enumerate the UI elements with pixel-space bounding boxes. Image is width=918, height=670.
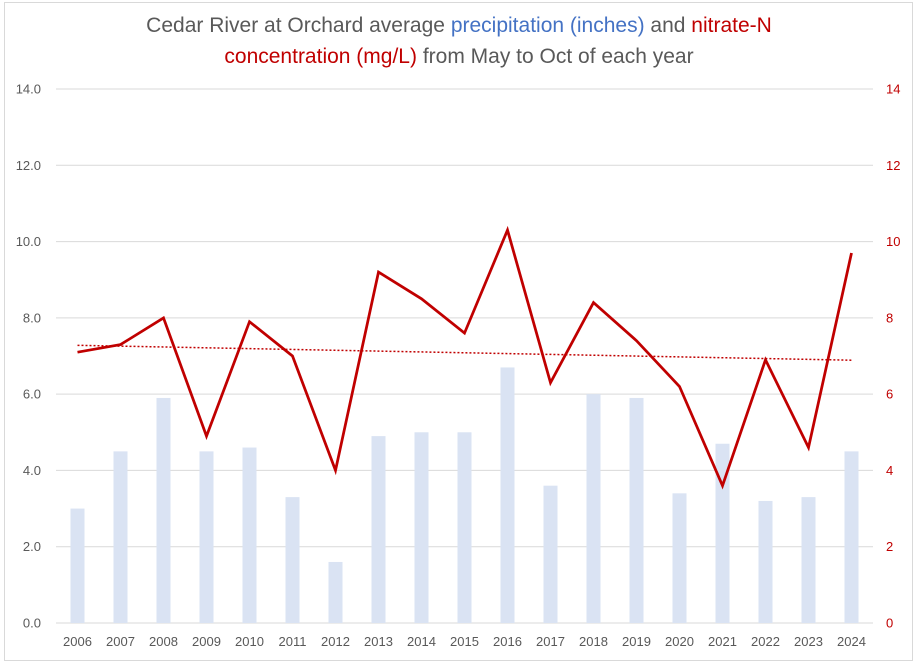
y-left-tick-label: 14.0 bbox=[16, 82, 41, 97]
nitrate-line-layer bbox=[77, 225, 853, 490]
trendline-layer bbox=[77, 344, 852, 361]
x-axis-ticks: 2006 2007 2008 2009 2010 2011 2012 2013 2014 2015… bbox=[63, 634, 866, 649]
y-left-tick-label: 0.0 bbox=[23, 616, 41, 631]
x-tick-label: 2017 bbox=[536, 634, 565, 649]
precipitation-bar bbox=[199, 451, 214, 623]
precipitation-bar bbox=[414, 432, 429, 623]
y-left-tick-label: 8.0 bbox=[23, 310, 41, 325]
nitrate-trendline bbox=[77, 344, 852, 361]
x-tick-label: 2023 bbox=[794, 634, 823, 649]
x-tick-label: 2011 bbox=[279, 634, 307, 649]
y-right-tick-label: 0 bbox=[886, 616, 893, 631]
title-seg-concentration: concentration (mg/L) bbox=[224, 45, 417, 68]
chart-title-line-2: concentration (mg/L) from May to Oct of … bbox=[0, 41, 918, 72]
precipitation-bar bbox=[715, 443, 730, 623]
precipitation-bar bbox=[801, 497, 816, 623]
y-right-tick-label: 4 bbox=[886, 463, 893, 478]
x-tick-label: 2009 bbox=[192, 634, 221, 649]
x-tick-label: 2019 bbox=[622, 634, 651, 649]
title-seg-3: and bbox=[644, 14, 692, 37]
precipitation-bar bbox=[156, 397, 171, 623]
x-tick-label: 2015 bbox=[450, 634, 479, 649]
title-seg-1: Cedar River at Orchard average bbox=[146, 14, 451, 37]
x-tick-label: 2010 bbox=[235, 634, 264, 649]
y-right-tick-label: 14 bbox=[886, 82, 900, 97]
precipitation-bar bbox=[457, 432, 472, 623]
precipitation-bar bbox=[113, 451, 128, 623]
y-right-tick-label: 8 bbox=[886, 310, 893, 325]
x-tick-label: 2021 bbox=[708, 634, 737, 649]
x-tick-label: 2024 bbox=[837, 634, 866, 649]
y-left-tick-label: 10.0 bbox=[16, 234, 41, 249]
precipitation-bar bbox=[242, 447, 257, 623]
precipitation-bar bbox=[629, 397, 644, 623]
y-axis-left-ticks: 0.0 2.0 4.0 6.0 8.0 10.0 12.0 14.0 bbox=[16, 82, 41, 631]
chart-title-line-1: Cedar River at Orchard average precipita… bbox=[0, 10, 918, 41]
title-seg-rest: from May to Oct of each year bbox=[416, 45, 694, 68]
chart-title: Cedar River at Orchard average precipita… bbox=[0, 10, 918, 72]
x-tick-label: 2007 bbox=[106, 634, 135, 649]
x-tick-label: 2006 bbox=[63, 634, 92, 649]
precipitation-bar bbox=[844, 451, 859, 623]
x-tick-label: 2014 bbox=[407, 634, 436, 649]
precipitation-bar bbox=[500, 367, 515, 623]
y-axis-right-ticks: 0 2 4 6 8 10 12 14 bbox=[886, 82, 900, 631]
y-right-tick-label: 10 bbox=[886, 234, 900, 249]
precipitation-bar bbox=[758, 500, 773, 623]
title-seg-precip: precipitation (inches) bbox=[450, 14, 645, 37]
y-left-tick-label: 2.0 bbox=[23, 539, 41, 554]
y-left-tick-label: 6.0 bbox=[23, 387, 41, 402]
precipitation-bar bbox=[70, 508, 85, 623]
y-right-tick-label: 6 bbox=[886, 387, 893, 402]
x-tick-label: 2013 bbox=[364, 634, 393, 649]
precipitation-bar bbox=[371, 436, 386, 623]
x-tick-label: 2018 bbox=[579, 634, 608, 649]
precipitation-bar bbox=[672, 493, 687, 623]
precipitation-bar bbox=[328, 561, 343, 623]
y-right-tick-label: 2 bbox=[886, 539, 893, 554]
y-left-tick-label: 4.0 bbox=[23, 463, 41, 478]
x-tick-label: 2008 bbox=[149, 634, 178, 649]
y-left-tick-label: 12.0 bbox=[16, 158, 41, 173]
x-tick-label: 2012 bbox=[321, 634, 350, 649]
precipitation-bar bbox=[543, 485, 558, 623]
x-tick-label: 2016 bbox=[493, 634, 522, 649]
precipitation-bar bbox=[586, 394, 601, 623]
precipitation-bars bbox=[70, 367, 859, 623]
precipitation-bar bbox=[285, 497, 300, 623]
x-tick-label: 2020 bbox=[665, 634, 694, 649]
x-tick-label: 2022 bbox=[751, 634, 780, 649]
title-seg-nitrate: nitrate-N bbox=[691, 14, 772, 37]
y-right-tick-label: 12 bbox=[886, 158, 900, 173]
